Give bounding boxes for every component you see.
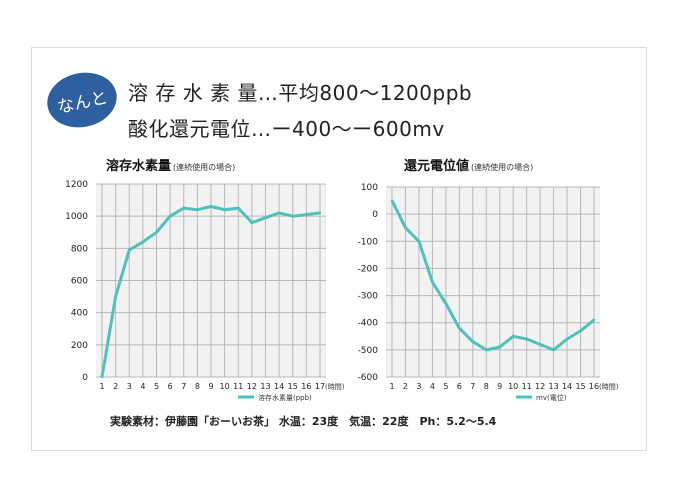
chart1-legend-label: 溶存水素量(ppb): [258, 393, 312, 402]
chart2-x-tick: 6: [457, 382, 462, 391]
chart1-y-tick: 600: [71, 277, 88, 287]
chart1-x-tick: 1: [99, 382, 104, 391]
chart2-data-point: [404, 226, 407, 229]
chart1-data-point: [291, 214, 294, 218]
chart2-data-point: [471, 340, 474, 343]
chart2-y-tick: -600: [358, 373, 379, 383]
chart2-x-tick: 5: [443, 382, 448, 391]
chart2-data-point: [390, 199, 394, 202]
chart1-x-tick: 14: [274, 382, 284, 391]
chart1-x-tick: 2: [113, 382, 118, 391]
chart1-y-tick: 1200: [65, 180, 88, 190]
chart1-x-tick: 8: [195, 382, 200, 391]
chart1-data-point: [168, 214, 172, 218]
chart2-data-point: [525, 337, 528, 341]
chart1-x-tick: 13: [260, 382, 270, 391]
chart1-x-tick: 11: [233, 382, 243, 391]
chart1-x-tick: 3: [127, 382, 132, 391]
chart1-x-tick: 5: [154, 382, 159, 391]
chart2-data-point: [458, 326, 461, 330]
chart2-data-point: [485, 348, 488, 352]
chart1-y-tick: 0: [82, 373, 88, 383]
chart2-data-point: [592, 318, 596, 322]
chart2-x-tick: 16: [589, 382, 599, 391]
chart1-y-tick: 800: [71, 244, 88, 254]
chart1-data-point: [114, 295, 117, 298]
chart2-x-tick: 12: [535, 382, 545, 391]
chart1-y-tick: 1000: [65, 212, 88, 222]
chart2-data-point: [512, 335, 515, 338]
chart1-data-point: [264, 216, 267, 219]
chart1-y-tick: 400: [71, 309, 88, 319]
chart1-x-tick: 7: [181, 382, 186, 391]
chart1-data-point: [128, 248, 131, 252]
chart2-y-tick: -300: [358, 292, 379, 302]
chart2-x-tick: 13: [549, 382, 559, 391]
chart1-x-tick: 4: [140, 382, 145, 391]
chart1-x-tick: 9: [208, 382, 213, 391]
chart2-title: 還元電位値: [404, 158, 469, 174]
chart1-data-point: [209, 205, 213, 208]
chart1-data-point: [223, 208, 226, 211]
chart1-x-tick: 15: [288, 382, 298, 391]
chart2-x-tick: 11: [522, 382, 532, 391]
chart1-data-point: [305, 213, 308, 216]
headline-orp: 酸化還元電位…ー400〜ー600mv: [128, 117, 445, 141]
chart2-data-point: [565, 337, 569, 341]
chart1-data-point: [237, 206, 240, 210]
chart2-x-tick: 8: [484, 382, 489, 391]
chart2-x-tick: 7: [470, 382, 475, 391]
chart2-data-point: [498, 345, 501, 349]
chart2-data-point: [444, 302, 448, 305]
chart2-data-point: [538, 343, 542, 346]
chart2-y-tick: -100: [358, 237, 379, 247]
chart2-y-tick: -500: [358, 346, 379, 356]
headline-hydrogen: 溶 存 水 素 量…平均800〜1200ppb: [128, 81, 473, 105]
chart1-data-point: [196, 208, 199, 211]
chart2-data-point: [552, 348, 555, 352]
chart1-x-tick: 6: [168, 382, 173, 391]
chart2-data-point: [417, 240, 421, 243]
chart2-plot-area: [386, 187, 600, 377]
chart1-data-point: [182, 206, 185, 210]
chart2-x-tick: 10: [508, 382, 518, 391]
chart2-x-tick: 4: [430, 382, 435, 391]
chart2-x-tick: 15: [575, 382, 585, 391]
chart1-x-tick: 10: [220, 382, 230, 391]
chart1-x-tick: 17: [315, 382, 325, 391]
chart1-data-point: [155, 231, 158, 234]
experiment-footer: 実験素材：伊藤園「おーいお茶」 水温：23度 気温：22度 Ph：5.2〜5.4: [110, 415, 497, 428]
chart2-y-tick: 100: [361, 183, 378, 193]
chart1-x-unit: (時間): [325, 383, 345, 391]
chart2-x-tick: 2: [403, 382, 408, 391]
chart1-x-tick: 12: [247, 382, 257, 391]
chart2-data-point: [431, 280, 434, 284]
chart2-series-line: [390, 199, 595, 352]
chart1-y-tick: 200: [71, 341, 88, 351]
chart2-data-point: [579, 329, 582, 333]
chart2-subtitle: (連続使用の場合): [471, 162, 533, 172]
chart1-data-point: [100, 375, 104, 379]
chart2-x-tick: 1: [389, 382, 394, 391]
chart1-x-tick: 16: [301, 382, 311, 391]
chart2-x-unit: (時間): [599, 383, 619, 391]
chart1-data-point: [250, 221, 254, 224]
chart2-x-tick: 3: [416, 382, 421, 391]
chart2-y-tick: -400: [358, 319, 379, 329]
chart2-legend-label: mv(電位): [536, 393, 567, 402]
chart1-data-point: [141, 240, 145, 244]
chart1-subtitle: (連続使用の場合): [173, 162, 235, 172]
chart1-data-point: [277, 211, 281, 215]
chart2-y-tick: -200: [358, 264, 379, 274]
chart1-data-point: [318, 211, 322, 215]
chart1-title: 溶存水素量: [106, 158, 171, 174]
chart2-x-tick: 9: [497, 382, 502, 391]
chart2-y-tick: 0: [372, 210, 378, 220]
chart2-x-tick: 14: [562, 382, 572, 391]
